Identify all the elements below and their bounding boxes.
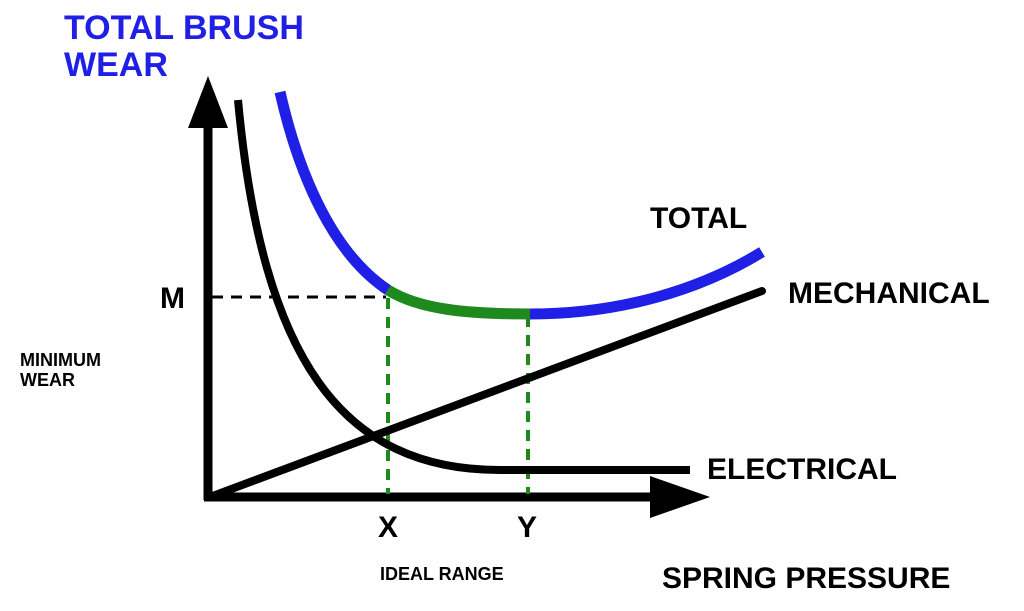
mechanical-curve-label: MECHANICAL — [788, 277, 990, 310]
x-axis-label: SPRING PRESSURE — [662, 562, 951, 595]
minimum-wear-label: MINIMUM WEAR — [20, 350, 101, 390]
electrical-curve — [234, 99, 690, 474]
total-curve-ideal-segment — [385, 285, 531, 320]
m-marker-label: M — [160, 282, 185, 315]
y-marker-label: Y — [517, 511, 538, 544]
y-axis-arrowhead — [188, 76, 228, 128]
x-marker-label: X — [378, 511, 399, 544]
total-curve-label: TOTAL — [650, 202, 748, 235]
y-axis-label-line-1: TOTAL BRUSH — [64, 9, 304, 47]
total-curve-left-segment — [274, 90, 392, 295]
minimum-wear-line-1: MINIMUM — [20, 350, 101, 370]
minimum-wear-line-2: WEAR — [20, 370, 75, 390]
mechanical-curve — [206, 287, 766, 501]
y-axis-label-line-2: WEAR — [64, 46, 168, 84]
ideal-range-label: IDEAL RANGE — [380, 564, 504, 584]
y-axis-label: TOTAL BRUSH WEAR — [64, 10, 304, 84]
electrical-curve-label: ELECTRICAL — [707, 453, 897, 486]
total-curve-right-segment — [529, 247, 765, 320]
x-axis-arrowhead — [650, 476, 710, 518]
